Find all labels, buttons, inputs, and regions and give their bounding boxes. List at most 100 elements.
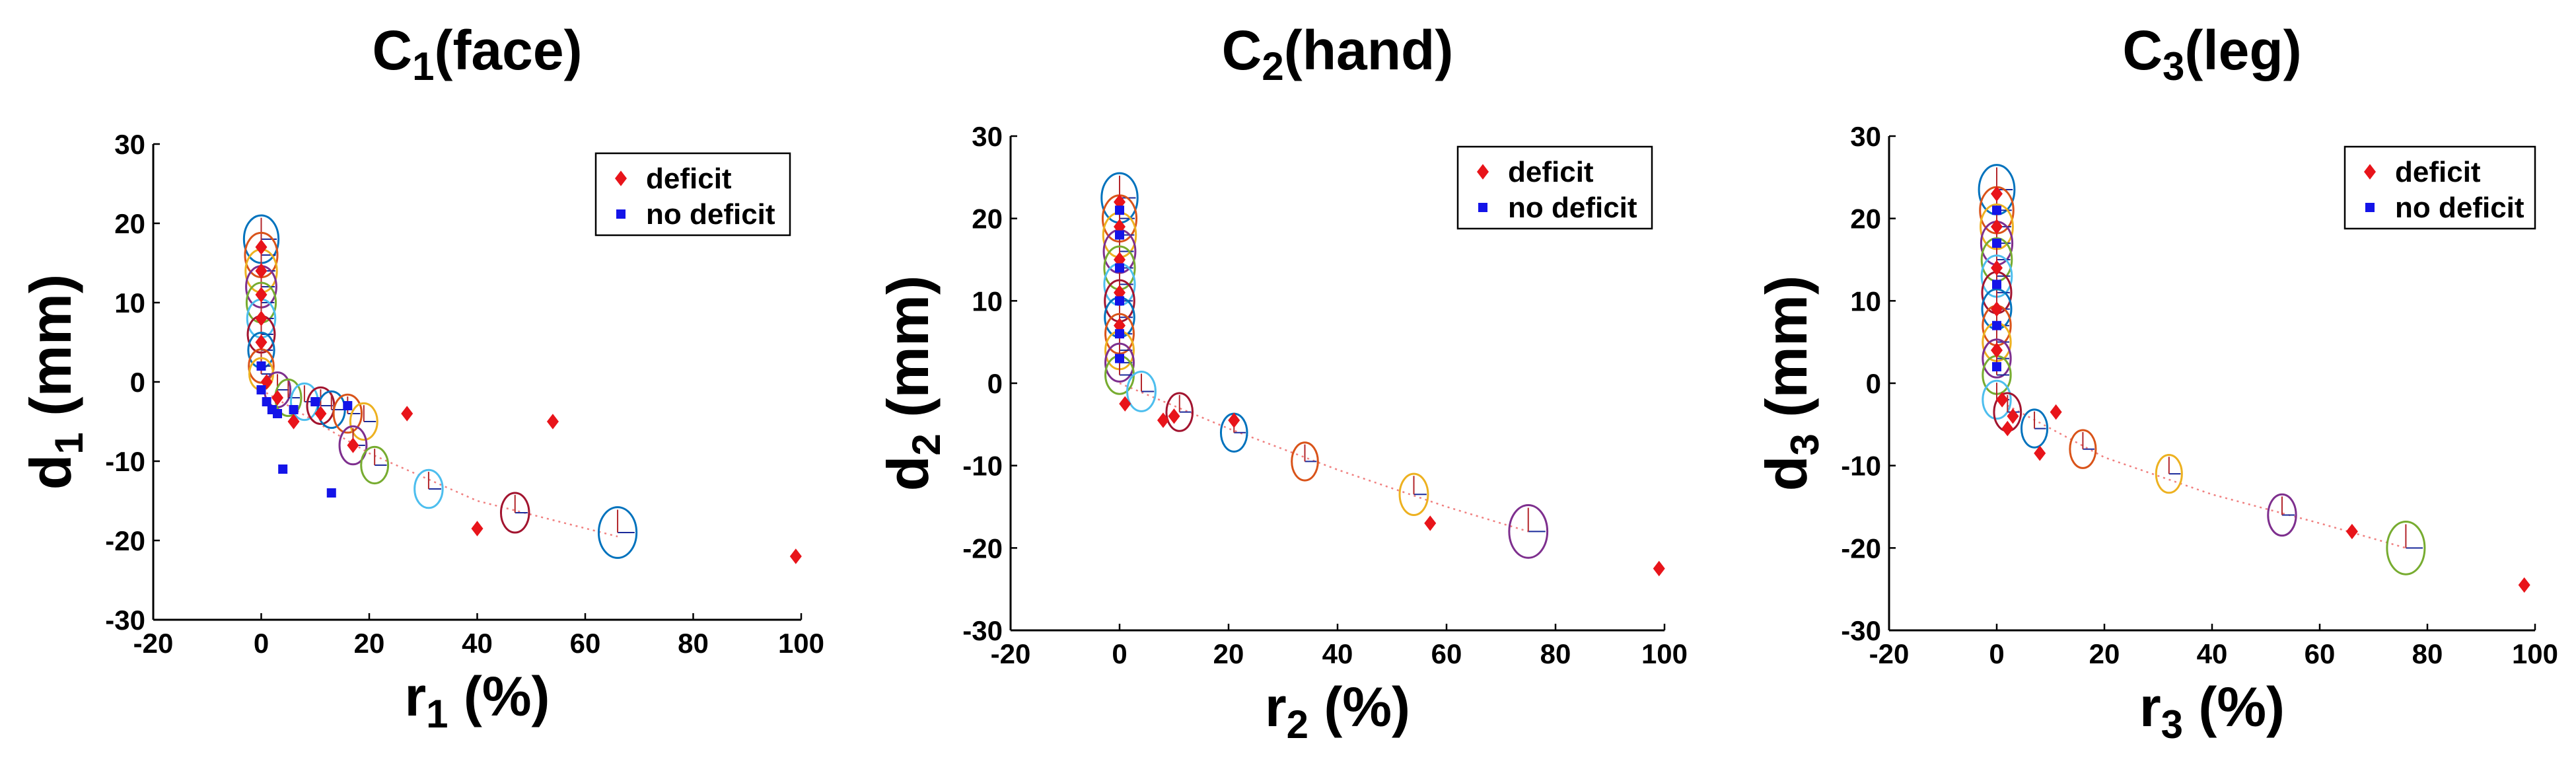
y-tick-label: 20 xyxy=(114,208,145,239)
uncertainty-ellipse xyxy=(2267,493,2297,537)
legend-no-deficit-marker xyxy=(2365,203,2375,212)
uncertainty-ellipse xyxy=(1126,371,1157,412)
uncertainty-ellipse xyxy=(360,445,390,485)
deficit-point xyxy=(2034,445,2046,461)
no-deficit-point xyxy=(273,409,283,418)
y-tick-label: 0 xyxy=(130,367,145,398)
x-tick-label: 40 xyxy=(1322,638,1353,669)
x-tick-label: 20 xyxy=(354,628,385,659)
chart-panel-3: C3(leg)-20 0 20 40 60 80 100-30-20-100102030r3… xyxy=(1754,19,2558,747)
uncertainty-ellipse xyxy=(1982,338,2012,379)
deficit-point xyxy=(2345,523,2358,540)
legend-deficit-label: deficit xyxy=(2395,156,2481,188)
x-tick-label: -20 xyxy=(991,638,1031,669)
x-tick-label: 100 xyxy=(778,628,824,659)
deficit-point xyxy=(1991,260,2003,276)
y-tick-label: 30 xyxy=(972,121,1003,152)
uncertainty-ellipse xyxy=(1398,472,1429,516)
deficit-point xyxy=(255,263,268,279)
x-tick-label: 60 xyxy=(570,628,601,659)
deficit-point xyxy=(255,239,268,255)
deficit-point xyxy=(471,521,483,537)
trend-line xyxy=(1996,398,2406,549)
uncertainty-ellipse xyxy=(332,393,363,434)
legend-deficit-label: deficit xyxy=(1508,156,1594,188)
deficit-point xyxy=(271,390,284,406)
legend: deficit no deficit xyxy=(1456,145,1653,230)
deficit-point xyxy=(2007,408,2019,424)
legend-deficit-label: deficit xyxy=(646,163,732,195)
legend-deficit-marker xyxy=(2364,164,2376,180)
uncertainty-ellipse xyxy=(499,492,530,534)
deficit-point xyxy=(1424,515,1437,531)
uncertainty-ellipse xyxy=(338,425,368,466)
no-deficit-point xyxy=(256,385,266,394)
legend-no-deficit-label: no deficit xyxy=(646,198,775,231)
y-axis-label: d3 (mm) xyxy=(1754,276,1827,492)
uncertainty-ellipse xyxy=(2069,429,2097,469)
y-tick-label: -30 xyxy=(1841,615,1881,646)
legend-no-deficit-label: no deficit xyxy=(2395,192,2524,224)
x-tick-label: -20 xyxy=(1869,638,1910,669)
x-tick-label: 100 xyxy=(1641,638,1688,669)
x-tick-label: -20 xyxy=(133,628,174,659)
x-tick-label: 100 xyxy=(2512,638,2558,669)
no-deficit-point xyxy=(310,397,320,406)
deficit-point xyxy=(1228,412,1240,428)
uncertainty-ellipse xyxy=(1291,441,1319,482)
uncertainty-ellipse xyxy=(1508,504,1549,559)
deficit-point xyxy=(1991,219,2003,235)
uncertainty-ellipse xyxy=(2386,520,2426,575)
deficit-point xyxy=(1991,342,2003,358)
y-tick-label: -20 xyxy=(105,525,145,556)
deficit-point xyxy=(1168,408,1180,424)
no-deficit-point xyxy=(1992,239,2001,248)
deficit-point xyxy=(1991,186,2003,202)
deficit-point xyxy=(255,311,268,326)
y-tick-label: 10 xyxy=(114,287,145,318)
x-tick-label: 40 xyxy=(2197,638,2228,669)
legend-no-deficit-label: no deficit xyxy=(1508,192,1637,224)
trend-line xyxy=(260,389,618,538)
no-deficit-point xyxy=(1115,329,1124,339)
legend-no-deficit-marker xyxy=(616,209,626,219)
x-tick-label: 0 xyxy=(1112,638,1127,669)
y-tick-label: -10 xyxy=(962,451,1003,482)
y-tick-label: -10 xyxy=(1841,451,1881,482)
x-tick-label: 80 xyxy=(2412,638,2443,669)
y-tick-label: 20 xyxy=(1850,204,1881,235)
uncertainty-ellipse xyxy=(2020,408,2049,449)
y-tick-label: 20 xyxy=(972,204,1003,235)
uncertainty-ellipse xyxy=(1982,379,2012,420)
no-deficit-point xyxy=(1115,296,1124,306)
no-deficit-point xyxy=(278,464,288,474)
chart-panel-2: C2(hand)-20 0 20 40 60 80 100-30-20-100102030r… xyxy=(875,19,1688,747)
deficit-point xyxy=(1996,392,2009,408)
deficit-point xyxy=(1119,396,1131,412)
x-tick-label: 80 xyxy=(1540,638,1571,669)
chart-title: C2(hand) xyxy=(1222,19,1454,89)
uncertainty-ellipse xyxy=(597,506,638,559)
y-tick-label: -30 xyxy=(962,615,1003,646)
y-tick-label: 0 xyxy=(987,368,1003,399)
uncertainty-ellipse xyxy=(349,402,378,441)
y-tick-label: 30 xyxy=(114,129,145,160)
y-tick-label: 30 xyxy=(1850,121,1881,152)
x-tick-label: 60 xyxy=(2305,638,2336,669)
legend: deficit no deficit xyxy=(2343,145,2536,230)
deficit-point xyxy=(255,287,268,303)
deficit-point xyxy=(1991,301,2003,317)
uncertainty-ellipse xyxy=(2155,453,2183,494)
x-tick-label: 20 xyxy=(1213,638,1244,669)
y-axis-label: d2 (mm) xyxy=(875,276,948,492)
y-tick-label: -20 xyxy=(962,533,1003,564)
legend-deficit-marker xyxy=(1477,164,1489,180)
no-deficit-point xyxy=(1115,353,1124,363)
y-tick-label: -30 xyxy=(105,605,145,636)
x-axis-label: r3 (%) xyxy=(2139,676,2285,747)
no-deficit-point xyxy=(326,488,336,498)
no-deficit-point xyxy=(289,405,299,414)
deficit-point xyxy=(401,406,413,422)
chart-title: C1(face) xyxy=(372,19,582,89)
deficit-point xyxy=(255,334,268,350)
